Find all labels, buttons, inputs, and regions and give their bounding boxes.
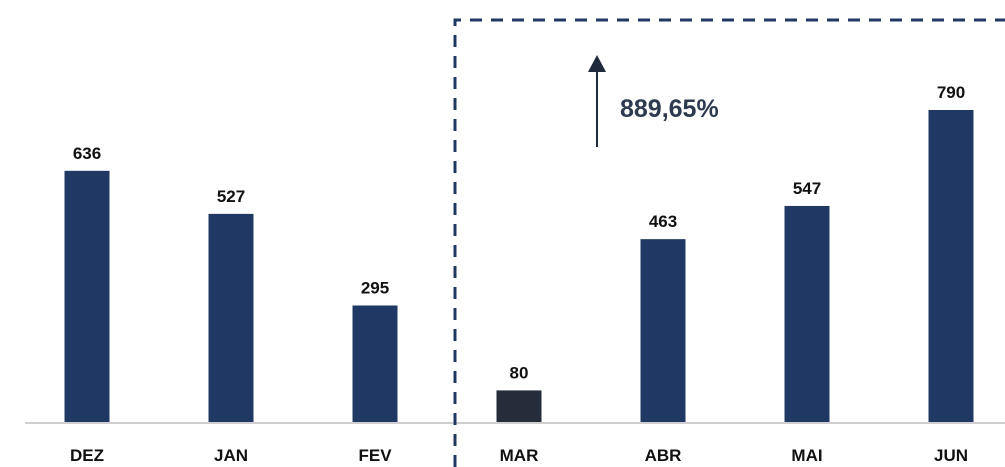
bars: 636 DEZ 527 JAN 295 FEV 80 MAR 463 ABR 547 MAI 790 JU… bbox=[64, 83, 974, 465]
bar bbox=[928, 110, 974, 422]
x-tick-label: JUN bbox=[934, 446, 968, 465]
value-label: 463 bbox=[649, 212, 677, 231]
x-tick-label: JAN bbox=[214, 446, 248, 465]
x-tick-label: FEV bbox=[358, 446, 392, 465]
bar bbox=[64, 170, 110, 422]
highlight-box bbox=[453, 18, 1005, 467]
value-label: 80 bbox=[510, 363, 529, 382]
value-label: 790 bbox=[937, 83, 965, 102]
bar bbox=[784, 205, 830, 422]
bar bbox=[208, 213, 254, 422]
annotation: 889,65% bbox=[620, 95, 719, 123]
x-tick-label: ABR bbox=[645, 446, 682, 465]
bar bbox=[352, 305, 398, 422]
value-label: 527 bbox=[217, 187, 245, 206]
value-label: 547 bbox=[793, 179, 821, 198]
x-tick-label: MAR bbox=[500, 446, 539, 465]
arrow-head bbox=[588, 55, 606, 72]
value-label: 295 bbox=[361, 278, 389, 297]
x-tick-label: MAI bbox=[791, 446, 822, 465]
x-tick-label: DEZ bbox=[70, 446, 104, 465]
bar bbox=[640, 239, 686, 422]
bar bbox=[496, 390, 542, 422]
value-label: 636 bbox=[73, 144, 101, 163]
